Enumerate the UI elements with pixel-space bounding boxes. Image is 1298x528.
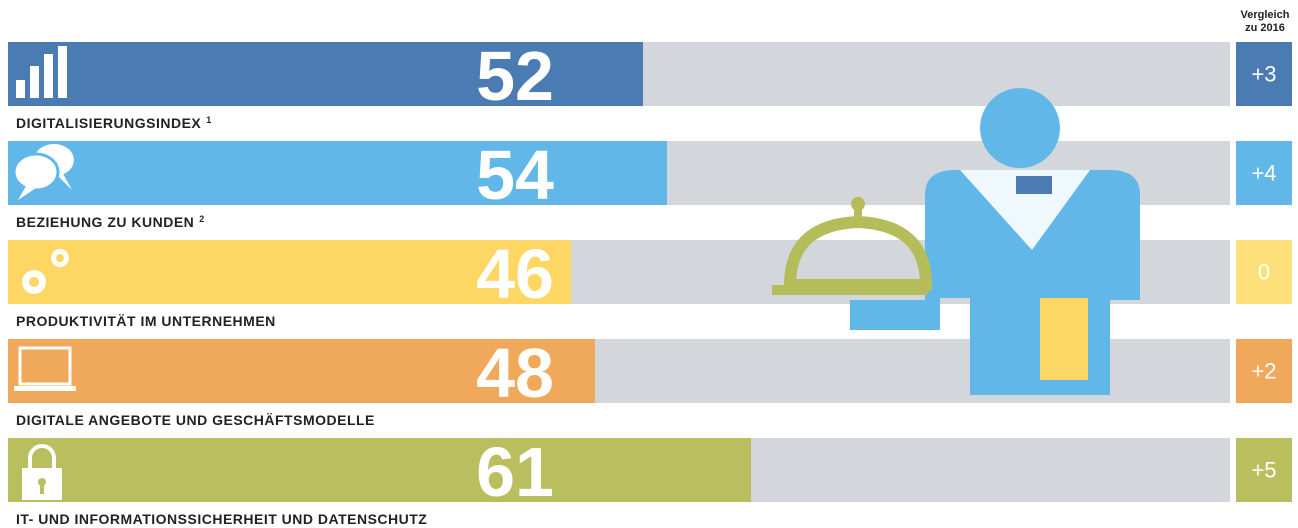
- footnote: 2: [199, 214, 205, 224]
- category-label: IT- UND INFORMATIONSSICHERHEIT UND DATEN…: [16, 511, 427, 527]
- footnote: 1: [206, 115, 212, 125]
- value-label: 61: [476, 433, 554, 511]
- value-label: 52: [476, 37, 554, 115]
- category-text: PRODUKTIVITÄT IM UNTERNEHMEN: [16, 313, 276, 329]
- category-label: PRODUKTIVITÄT IM UNTERNEHMEN: [16, 313, 276, 329]
- icon-laptop: [14, 346, 76, 391]
- category-label: DIGITALISIERUNGSINDEX 1: [16, 115, 212, 131]
- bar: [8, 141, 667, 205]
- category-label: BEZIEHUNG ZU KUNDEN 2: [16, 214, 205, 230]
- change-box: [1236, 42, 1292, 106]
- icon-chart: [16, 46, 67, 98]
- waiter-illustration: [772, 88, 1140, 395]
- category-text: DIGITALISIERUNGSINDEX: [16, 115, 201, 131]
- change-label: +5: [1251, 458, 1276, 483]
- change-label: 0: [1258, 260, 1270, 285]
- icon-lock: [22, 444, 62, 500]
- bar: [8, 42, 643, 106]
- bar: [8, 339, 595, 403]
- category-text: DIGITALE ANGEBOTE UND GESCHÄFTSMODELLE: [16, 412, 375, 428]
- value-label: 48: [476, 334, 554, 412]
- category-label: DIGITALE ANGEBOTE UND GESCHÄFTSMODELLE: [16, 412, 375, 428]
- header-sub: zu 2016: [1245, 22, 1285, 34]
- change-label: +3: [1251, 62, 1276, 87]
- icon-chat: [12, 144, 74, 200]
- bar: [8, 240, 571, 304]
- change-label: +4: [1251, 161, 1276, 186]
- change-box: [1236, 240, 1292, 304]
- category-text: BEZIEHUNG ZU KUNDEN: [16, 214, 194, 230]
- value-label: 54: [476, 136, 554, 214]
- change-box: [1236, 141, 1292, 205]
- value-label: 46: [476, 235, 554, 313]
- change-box: [1236, 339, 1292, 403]
- header: Vergleich: [1241, 9, 1290, 21]
- category-text: IT- UND INFORMATIONSSICHERHEIT UND DATEN…: [16, 511, 427, 527]
- change-label: +2: [1251, 359, 1276, 384]
- bar: [8, 438, 751, 502]
- change-box: [1236, 438, 1292, 502]
- icon-gears: [22, 249, 69, 294]
